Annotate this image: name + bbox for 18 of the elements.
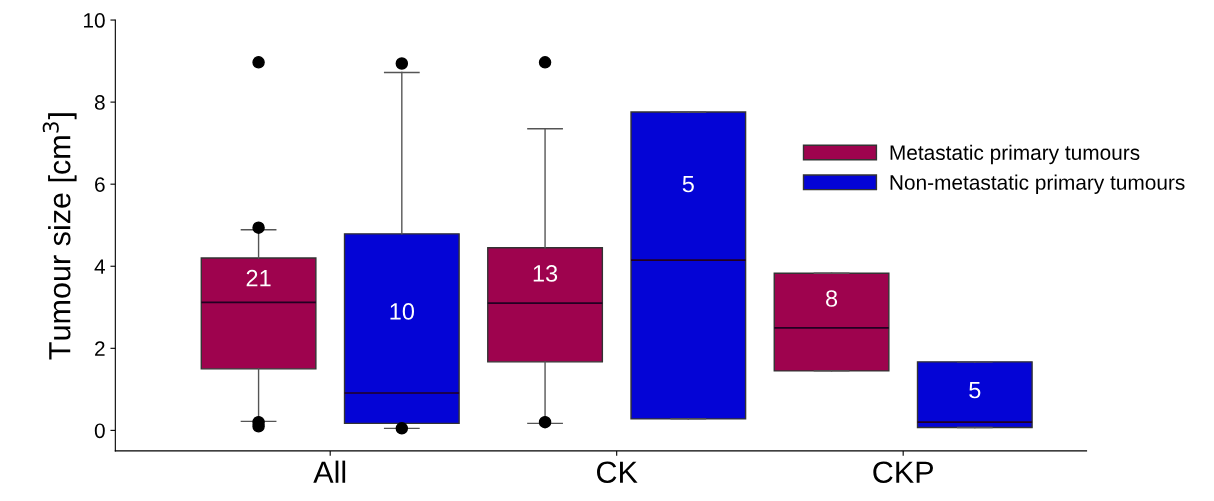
text: 5 (969, 381, 981, 399)
y-tick-label: 0 (94, 423, 105, 439)
x-tick-label: CKP (873, 461, 933, 484)
text: 13 (533, 265, 558, 282)
x-tick-label: CK (597, 461, 638, 484)
x-tick-label: All (313, 460, 346, 483)
y-tick-label: 2 (95, 341, 105, 356)
text: 8 (826, 290, 838, 307)
text: 10 (390, 303, 415, 320)
y-tick-label: 4 (94, 259, 105, 274)
text: 21 (246, 269, 271, 287)
y-axis-title: Tumour size [cm$^{3}$] (42, 113, 77, 360)
y-tick-label: 8 (94, 95, 105, 110)
legend-label: Non-metastatic primary tumours (890, 174, 1185, 194)
y-tick-label: 6 (95, 177, 105, 192)
y-tick-label: 10 (84, 13, 105, 28)
text: 5 (682, 175, 694, 193)
legend-label: Metastatic primary tumours (890, 144, 1140, 165)
